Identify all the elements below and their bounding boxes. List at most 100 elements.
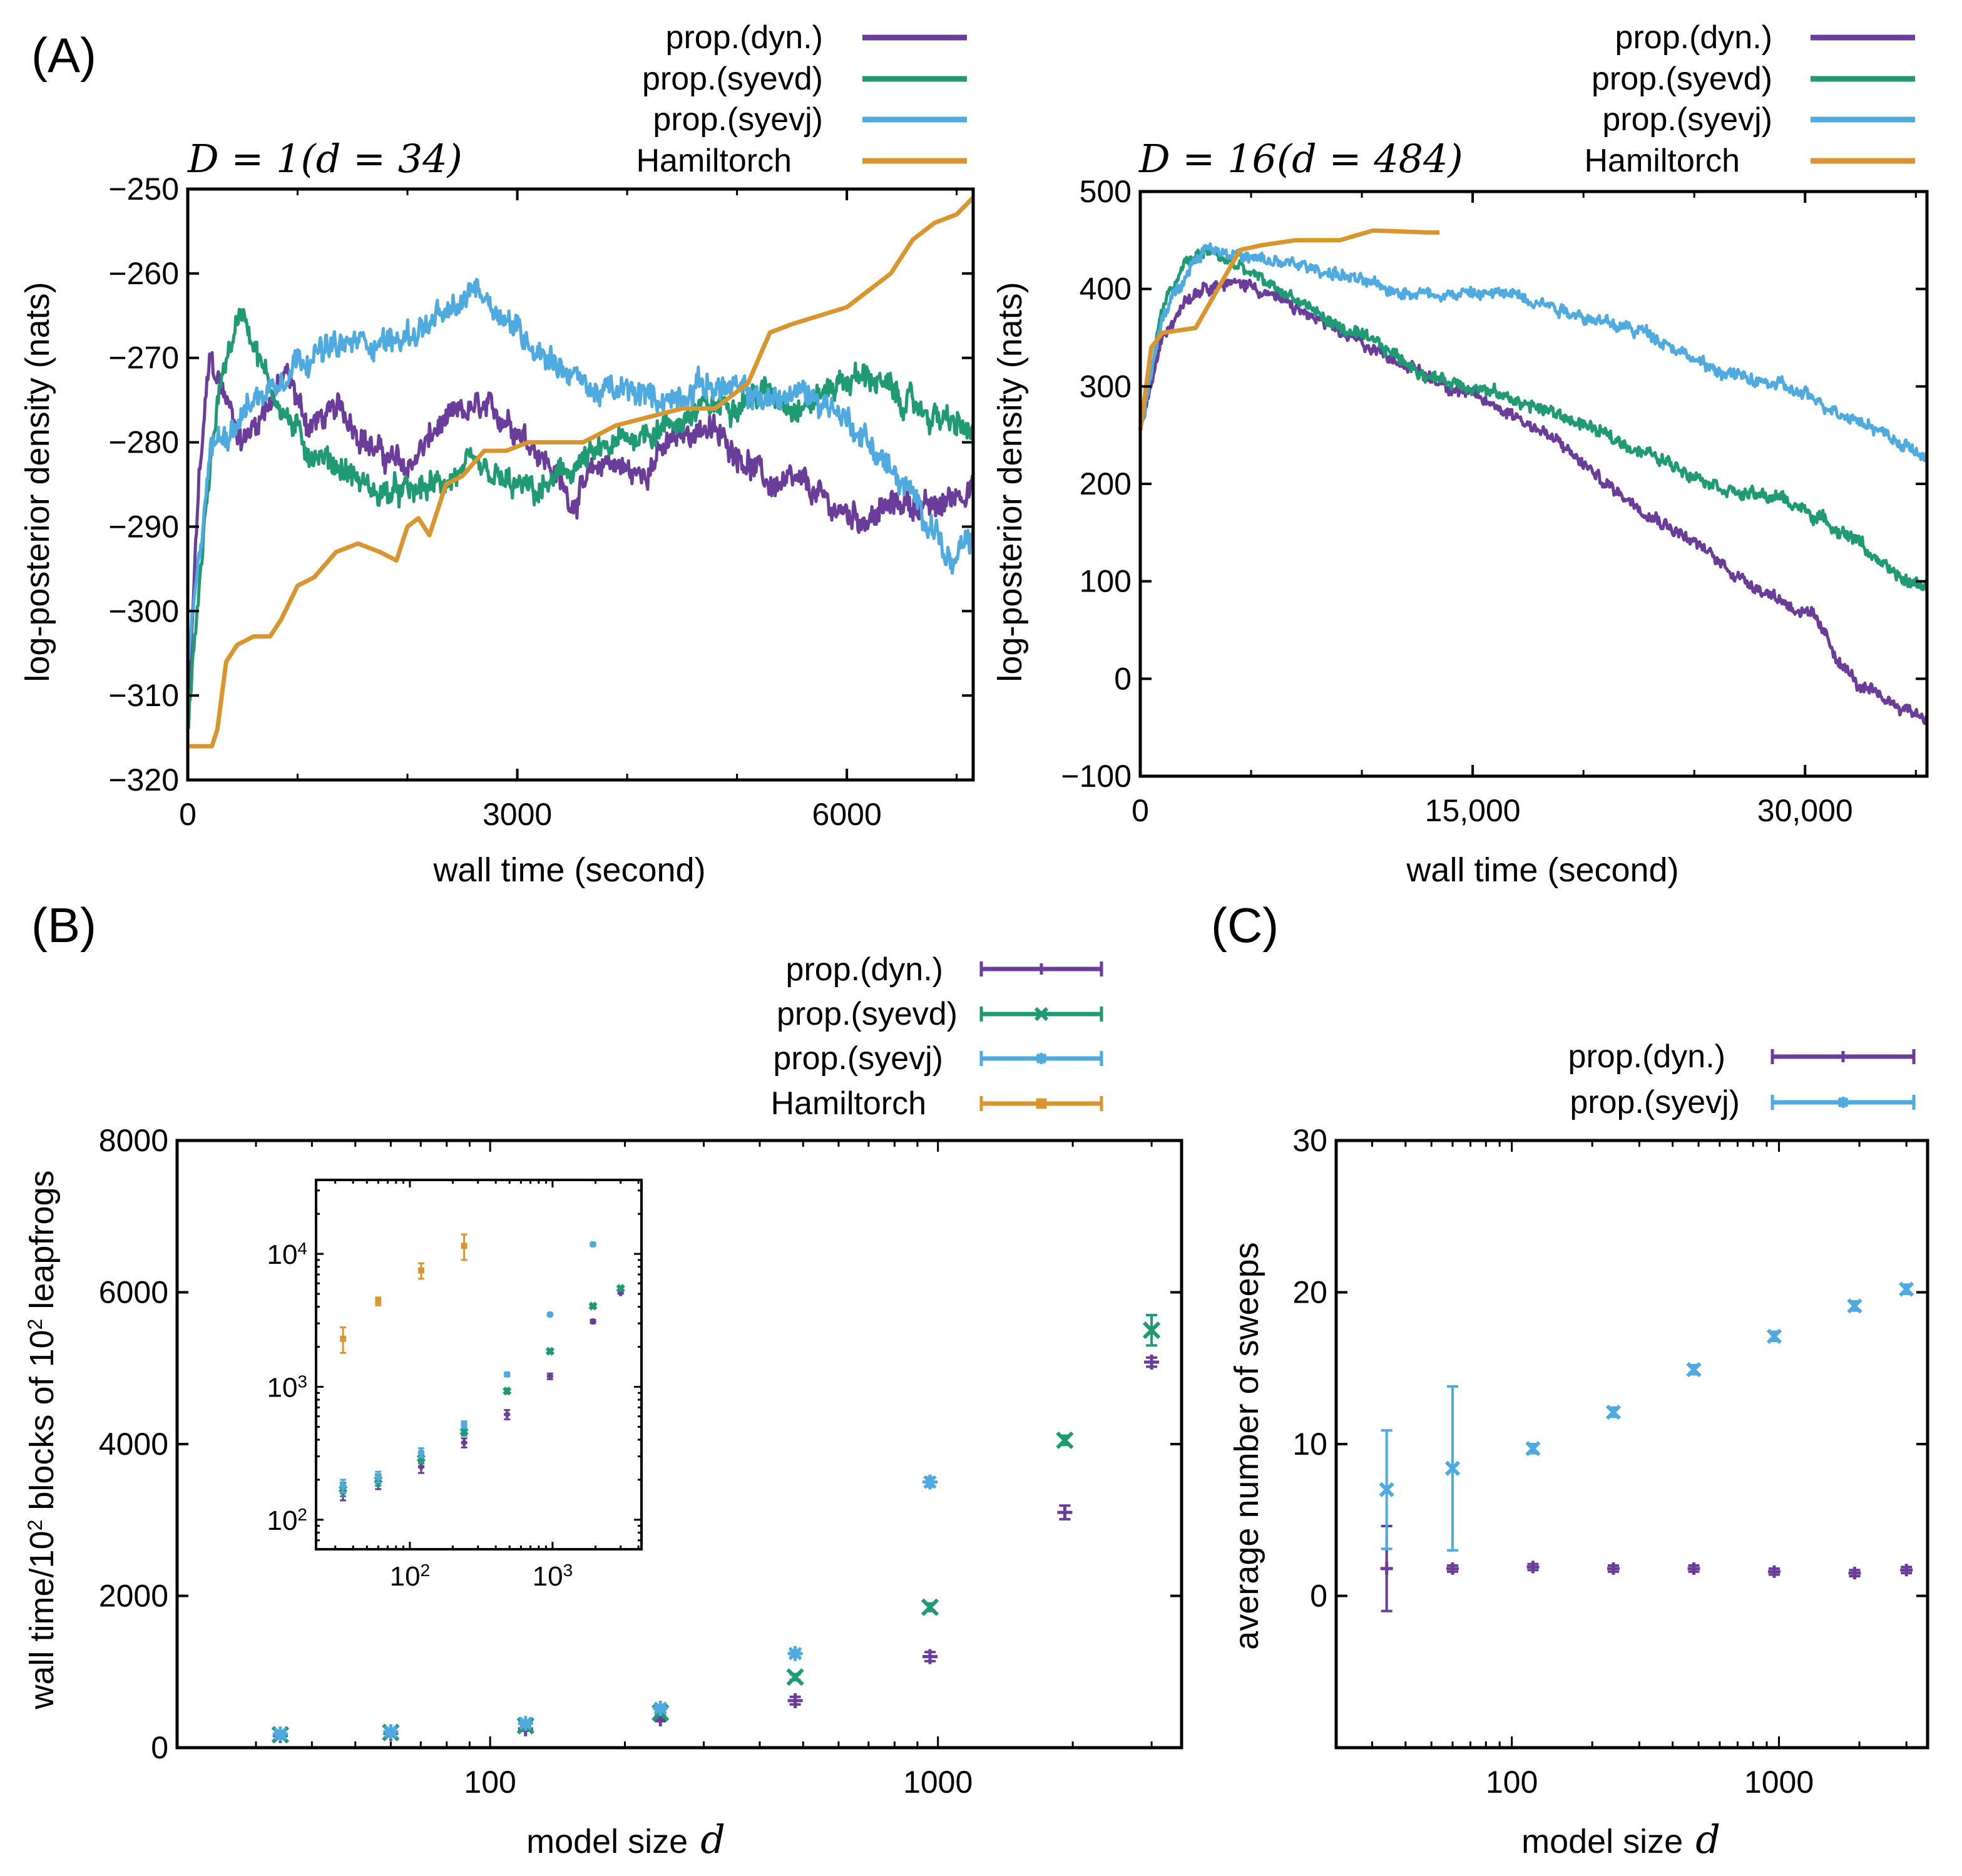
inset-data-point-syevd [545,1346,554,1356]
legend-label-syevj: prop.(syevj) [653,101,823,138]
data-point-dyn [1607,1562,1620,1575]
panel-a-left-frame [186,187,975,782]
series-line-dyn [186,351,975,723]
series-line-hamiltorch [188,196,975,749]
y-tick-label: 0 [1114,661,1132,696]
data-point-dyn [1848,1567,1861,1580]
panel-c-x-ticks: 100 1000 [1371,1140,1908,1800]
tick-exp: 4 [297,1239,307,1258]
y-tick-label: 4000 [99,1427,168,1462]
panel-b-x-ticks: 100 1000 [176,1140,1153,1800]
series-line-syevd [1138,245,1929,593]
inset-data-point-syevj [546,1311,554,1318]
tick-base: 10 [267,1505,297,1536]
data-point-syevj [922,1474,938,1490]
legend-marker-hamil [1036,1098,1047,1109]
data-point-dyn [1057,1505,1073,1520]
series-line-syevj [186,277,975,660]
legend-label-dyn: prop.(dyn.) [1615,19,1772,56]
tick-exp: 2 [297,1504,307,1524]
legend-label-hamiltorch: Hamiltorch [771,1085,927,1122]
y-tick-label: 0 [1310,1579,1327,1614]
y-label-part: wall time/10 [23,1530,61,1709]
data-point-dyn [1900,1564,1913,1577]
legend-label-syevj: prop.(syevj) [1602,101,1772,138]
inset-y-tick-label: 104 [267,1239,307,1271]
legend-marker-syevj [1036,1053,1047,1064]
y-tick-label: 10 [1292,1427,1327,1462]
inset-data-point-syevd [459,1427,469,1437]
data-point-syevd [921,1598,939,1616]
panel-a-right-series [1138,228,1929,725]
tick-base: 10 [267,1373,297,1403]
data-point-syevj [653,1700,668,1716]
y-tick-label: 2000 [99,1579,168,1614]
x-tick-label: 1000 [903,1765,973,1800]
panel-label-c: (C) [1211,898,1279,953]
panel-a-left-chart: prop.(dyn.) prop.(syevd) prop.(syevj) Ha… [19,19,975,889]
legend-swatch-hamiltorch [979,1096,1103,1111]
inset-data-point-syevj [374,1473,382,1480]
inset-data-point-hamil [418,1267,424,1274]
legend-label-hamiltorch: Hamiltorch [636,143,792,179]
y-tick-label: 6000 [99,1275,168,1310]
x-tick-label: 100 [1486,1765,1538,1800]
data-point-syevd [1142,1321,1161,1340]
inset-series [338,1233,625,1502]
y-tick-label: −300 [108,593,179,628]
panel-c-x-axis-label: model size d [1521,1817,1720,1862]
title-dsize-expr: (d = 484) [1277,136,1463,182]
tick-exp: 3 [297,1371,307,1391]
series-line-syevj [1138,242,1929,463]
y-label-exp: 2 [24,1319,46,1330]
panel-label-a: (A) [31,28,96,83]
title-d-expr: D = 16 [1138,136,1277,182]
x-tick-label: 30,000 [1757,793,1853,828]
inset-data-point-hamil [375,1298,382,1304]
x-tick-label: 3000 [483,797,552,832]
panel-a-right-y-ticks: −100 0 100 200 300 400 500 [1061,174,1927,794]
legend-marker-dyn [1036,963,1047,975]
panel-a-right-chart: prop.(dyn.) prop.(syevd) prop.(syevj) Ha… [991,19,1929,889]
panel-b-x-axis-label: model size d [526,1817,725,1862]
legend-label-dyn: prop.(dyn.) [786,951,943,988]
inset-y-tick-label: 103 [267,1371,307,1403]
y-tick-label: 8000 [99,1123,168,1158]
inset-y-tick-label: 102 [267,1504,307,1536]
series-line-dyn [1138,277,1928,725]
panel-label-b: (B) [31,898,96,953]
data-point-dyn [1526,1561,1540,1574]
legend-label-syevd: prop.(syevd) [1592,61,1772,97]
panel-a-left-y-ticks: −320 −310 −300 −290 −280 −270 −260 −250 [108,172,973,797]
inset-data-point-hamil [340,1335,347,1342]
legend-marker-syevd [1034,1007,1049,1022]
x-axis-label-math: d [1695,1817,1720,1862]
y-tick-label: −280 [108,425,179,460]
legend-marker-syevj [1837,1097,1849,1108]
svg-text:D = 16(d = 484): D = 16(d = 484) [1138,136,1463,182]
panel-b-y-axis-label: wall time/102 blocks of 102 leapfrogs [23,1170,61,1709]
y-label-part: blocks of 10 [23,1330,61,1519]
legend-swatch-syevj [979,1051,1103,1066]
legend-label-syevj: prop.(syevj) [1570,1084,1740,1120]
legend-label-dyn: prop.(dyn.) [1568,1038,1725,1075]
panel-a-right-x-ticks: 0 15,000 30,000 [1132,192,1917,828]
inset-data-point-syevj [589,1241,597,1248]
data-point-dyn [1446,1562,1459,1575]
panel-c-y-axis-label: average number of sweeps [1228,1242,1265,1649]
panel-a-left-title: D = 1(d = 34) [187,136,462,182]
panel-a-right-x-axis-label: wall time (second) [1406,851,1678,889]
legend-swatch-syevd [979,1007,1103,1022]
y-tick-label: 200 [1080,466,1132,501]
inset-x-tick-label: 102 [390,1561,431,1592]
data-point-syevj [1605,1404,1622,1420]
data-point-syevd [786,1668,804,1686]
y-tick-label: −260 [108,256,179,291]
y-tick-label: 0 [151,1730,168,1765]
panel-b-chart: prop.(dyn.) prop.(syevd) prop.(syevj) Ha… [23,951,1183,1862]
title-dsize-expr: (d = 34) [301,136,462,182]
x-tick-label: 15,000 [1425,793,1521,828]
legend-label-hamiltorch: Hamiltorch [1585,143,1740,179]
